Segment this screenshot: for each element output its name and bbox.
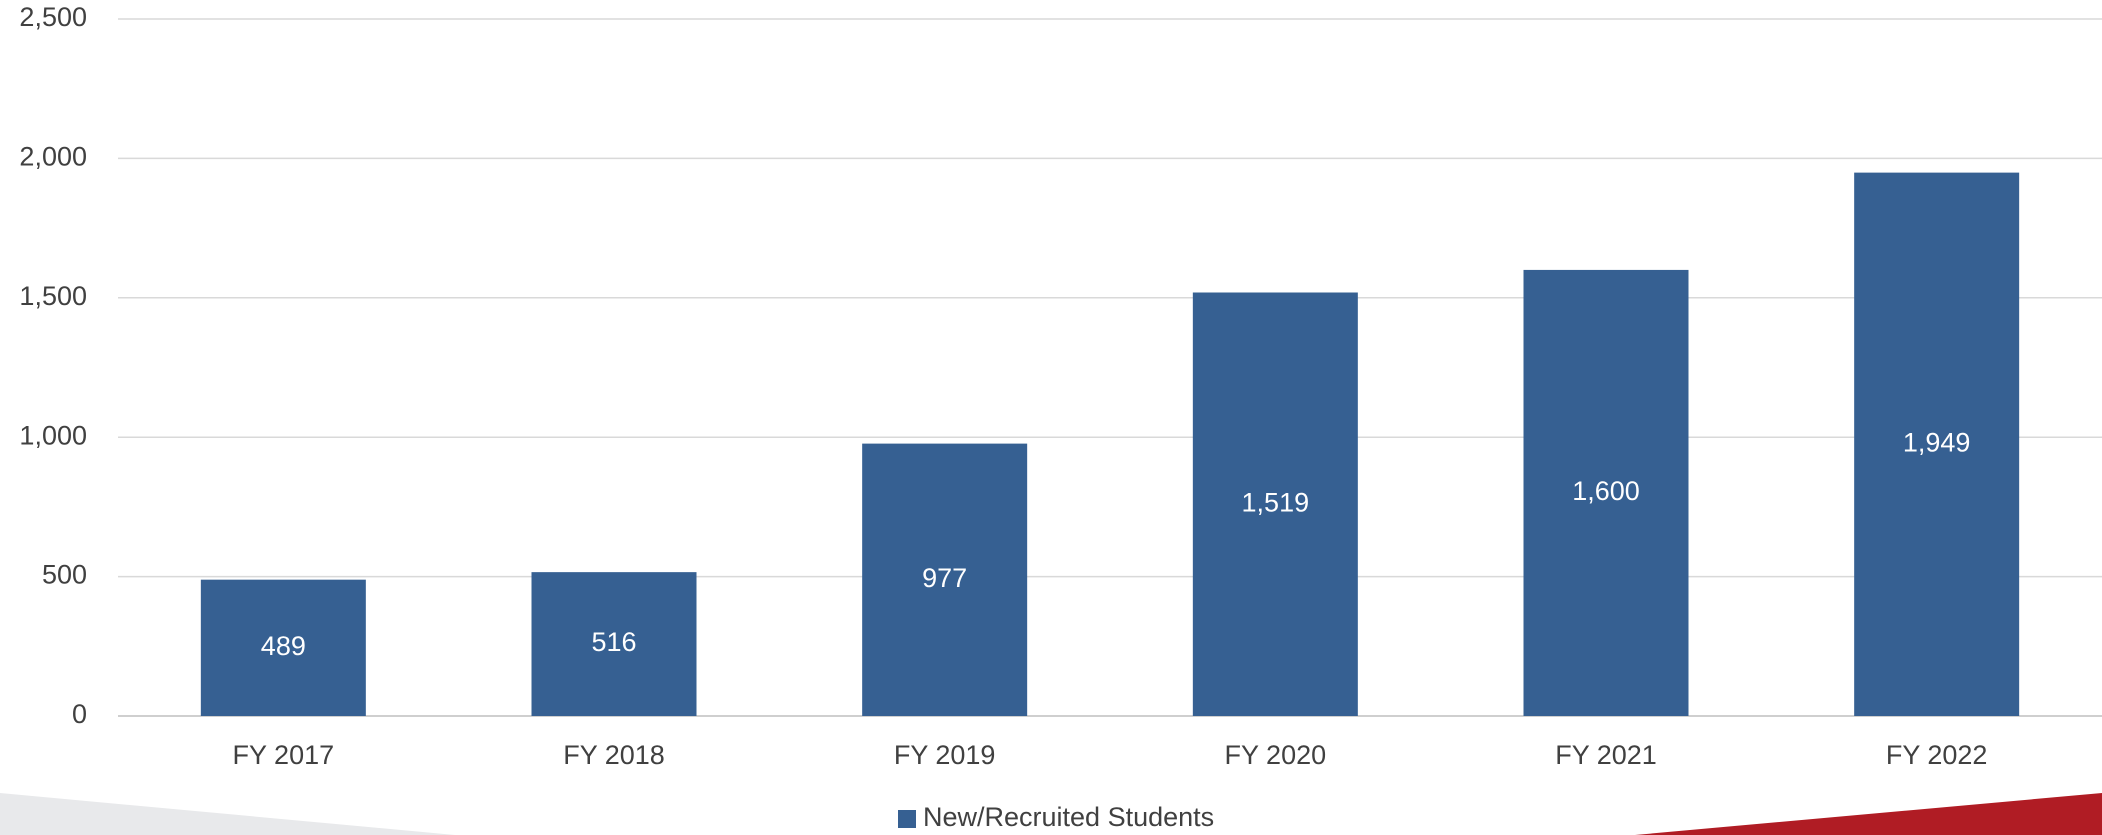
y-tick-label: 2,000 [19, 142, 87, 172]
bar [1854, 172, 2020, 717]
legend-label: New/Recruited Students [923, 802, 1214, 832]
y-tick-label: 2,500 [19, 2, 87, 32]
bar [200, 579, 366, 716]
decor-grey [0, 793, 455, 835]
bar [862, 443, 1028, 716]
x-tick-label: FY 2022 [1886, 740, 1988, 770]
value-label: 1,600 [1572, 476, 1640, 506]
value-label: 516 [591, 627, 636, 657]
y-tick-label: 1,500 [19, 281, 87, 311]
y-tick-label: 0 [72, 699, 87, 729]
y-tick-label: 1,000 [19, 420, 87, 450]
x-tick-label: FY 2021 [1555, 740, 1657, 770]
value-label: 489 [261, 631, 306, 661]
value-label: 1,949 [1903, 427, 1971, 457]
bar [1523, 269, 1689, 716]
x-tick-label: FY 2018 [563, 740, 665, 770]
y-tick-label: 500 [42, 560, 87, 590]
bar [1192, 292, 1358, 716]
value-label: 1,519 [1242, 487, 1310, 517]
decor-red [1635, 793, 2102, 835]
value-label: 977 [922, 563, 967, 593]
legend-swatch [898, 810, 916, 828]
bar [531, 572, 697, 716]
x-tick-label: FY 2020 [1225, 740, 1327, 770]
x-tick-label: FY 2017 [233, 740, 335, 770]
x-tick-label: FY 2019 [894, 740, 996, 770]
